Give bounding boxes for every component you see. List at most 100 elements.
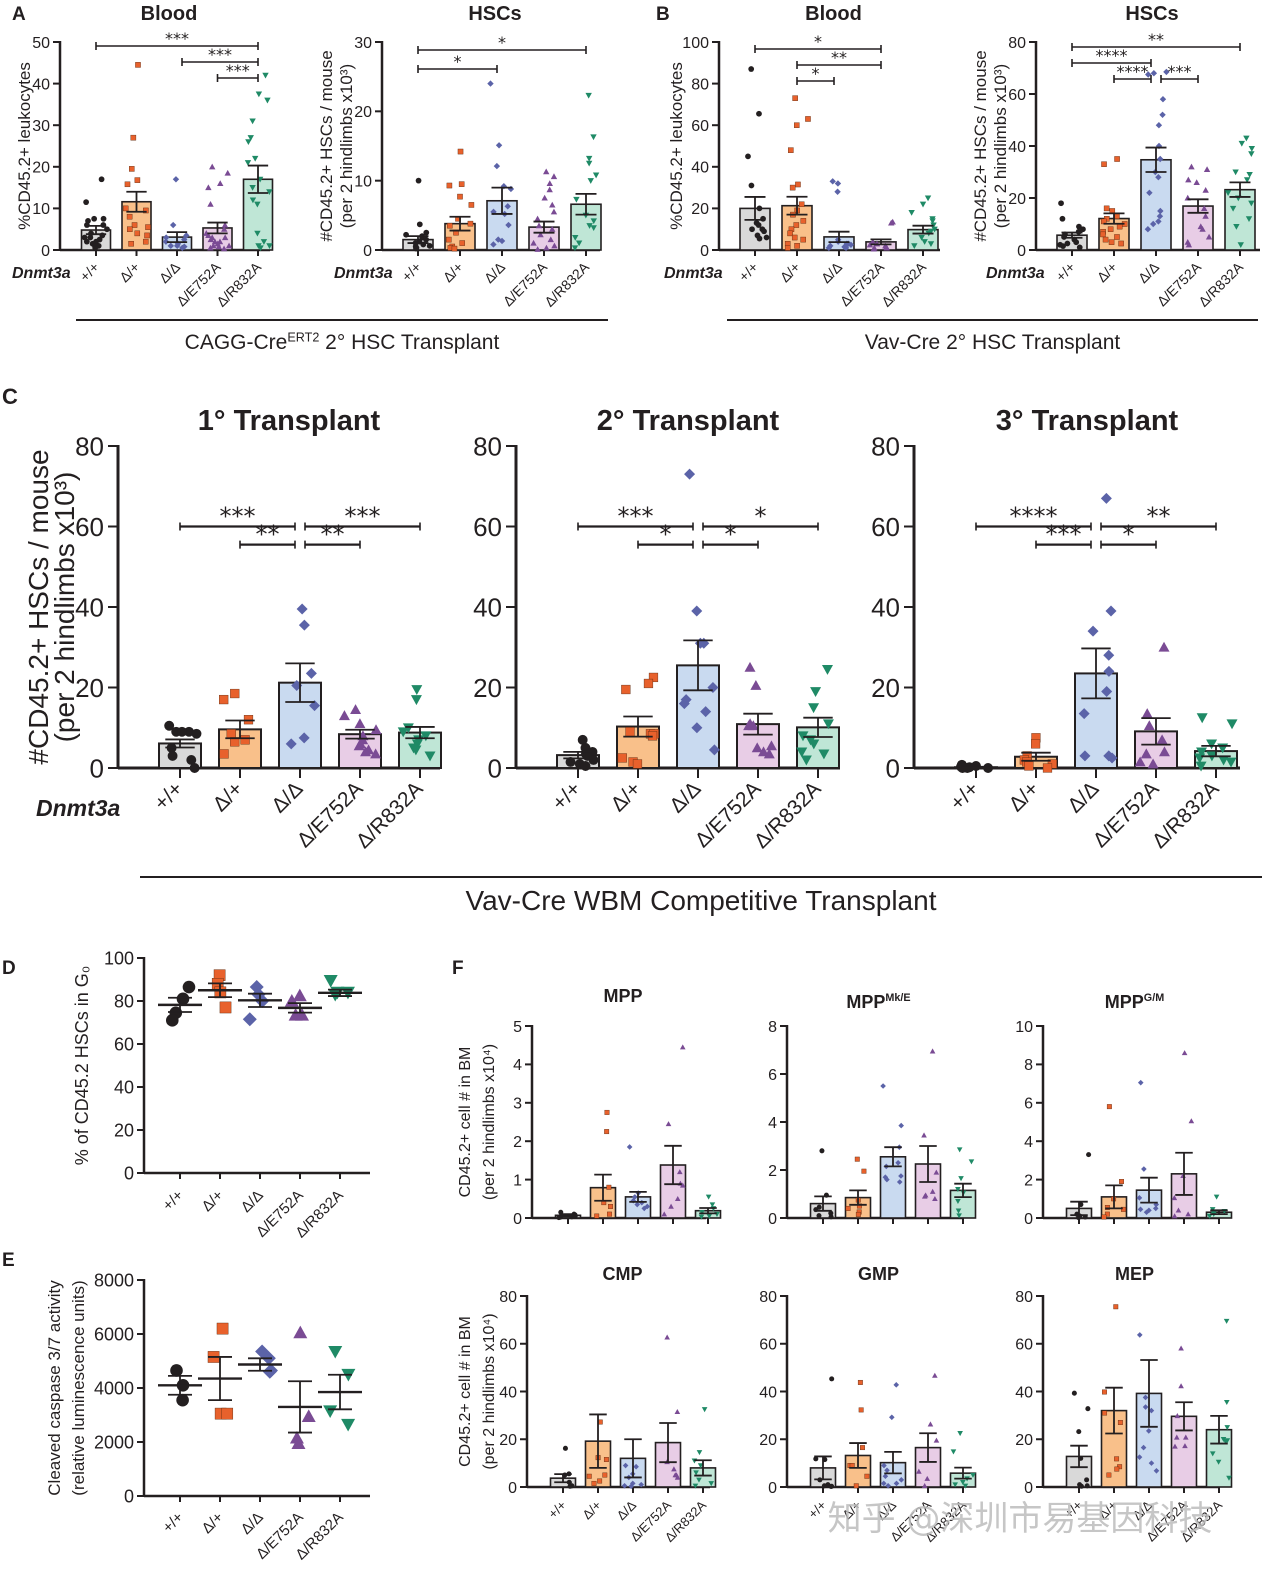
data-point [135,62,141,68]
data-point [1172,1443,1178,1449]
data-point [402,723,414,734]
data-point [921,1132,927,1138]
y-tick-label: 8 [768,1019,777,1036]
data-point [792,95,798,101]
data-point [696,1477,702,1483]
x-tick-label: Δ/R832A [878,258,929,309]
data-point [763,748,775,759]
y-axis-label: Cleaved caspase 3/7 activity [45,1280,64,1496]
y-tick-label: 60 [473,512,502,542]
data-point [567,1483,573,1489]
data-point [1104,1204,1110,1210]
y-tick-label: 20 [32,160,50,177]
y-tick-label: 6000 [94,1324,134,1344]
chart-f-mpp: F MPP 0 1 2 3 4 5 CD45.2+ cell # in BM (per 2 hin… [452,958,722,1228]
panel-label: A [12,4,26,25]
data-point [413,245,419,252]
data-point [1087,625,1099,637]
y-tick-label: 20 [1008,191,1026,208]
data-point [858,1407,864,1413]
data-point [98,176,105,183]
data-point [1155,218,1162,225]
data-point [298,619,310,631]
data-point [842,244,850,252]
data-point [1243,135,1250,142]
data-point [1145,71,1152,78]
y-tick-label: 2 [1024,1172,1033,1189]
data-point [590,218,597,225]
y-tick-label: 40 [1015,1384,1033,1401]
data-point [1102,1389,1107,1395]
data-point [577,734,588,745]
x-tick-label: Δ/R832A [1148,777,1224,853]
y-tick-label: 30 [32,118,50,135]
data-point [1136,1332,1143,1338]
data-point [898,1477,905,1483]
data-point [1155,142,1163,150]
group-label-part: Vav-Cre 2° HSC Transplant [865,331,1121,354]
panel-label: E [2,1250,15,1271]
data-point [678,698,690,710]
data-point [679,1044,686,1050]
y-tick-label: 10 [1015,1019,1033,1036]
data-point [165,1014,179,1027]
data-point [1113,1304,1119,1310]
data-point [124,181,131,188]
x-tick-label: Δ/R832A [541,258,592,309]
group-label-part: ERT2 [287,331,319,345]
data-point [242,1012,257,1027]
y-tick-label: 40 [473,592,502,622]
y-tick-label: 40 [114,1077,134,1097]
data-point [1188,1118,1195,1124]
y-axis-label-secondary: (per 2 hindlimbs x10³) [337,64,356,228]
data-point [573,196,580,203]
y-tick-label: 20 [1015,1432,1033,1449]
data-point [255,91,263,98]
x-tick-label: Δ/+ [579,1498,604,1523]
x-tick-label: +/+ [545,1498,569,1522]
data-point [816,1213,822,1219]
data-point [1144,226,1152,233]
data-point [144,232,150,239]
data-point [493,162,501,170]
data-point [1084,1483,1090,1489]
x-tick-label: +/+ [548,777,586,815]
y-axis-label: #CD45.2+ HSCs / mouse [971,50,990,241]
data-point [1173,1434,1180,1440]
y-tick-label: 50 [32,35,50,52]
data-point [1103,649,1115,661]
data-point [507,185,515,193]
data-point [800,755,812,766]
data-point [360,746,372,757]
data-point [882,1174,889,1180]
y-tick-label: 80 [114,991,134,1011]
data-point [207,244,214,251]
data-point [1100,492,1112,504]
data-point [744,661,756,672]
x-tick-label: Δ/+ [199,1187,227,1215]
significance-label: * [725,521,737,549]
x-tick-label: Δ/+ [1005,777,1044,816]
data-point [880,1083,886,1089]
data-point [828,1210,834,1216]
y-tick-label: 4 [513,1057,522,1074]
y-tick-label: 20 [871,673,900,703]
data-point [755,222,762,228]
data-point [805,116,811,122]
data-point [487,80,494,87]
group-b-label: Vav-Cre 2° HSC Transplant [865,331,1121,354]
data-point [962,1483,969,1489]
data-point [748,66,755,72]
data-point [643,678,654,689]
data-point [853,1483,859,1489]
panel-label: F [452,958,464,979]
data-point [249,185,256,191]
data-point [813,1456,819,1462]
data-point [705,1194,712,1200]
data-point [543,244,550,251]
x-tick-label: Δ/+ [777,259,803,285]
data-point [458,181,465,187]
chart-title: CMP [603,1264,643,1284]
data-point [1152,1205,1159,1212]
data-point [1076,1215,1082,1221]
